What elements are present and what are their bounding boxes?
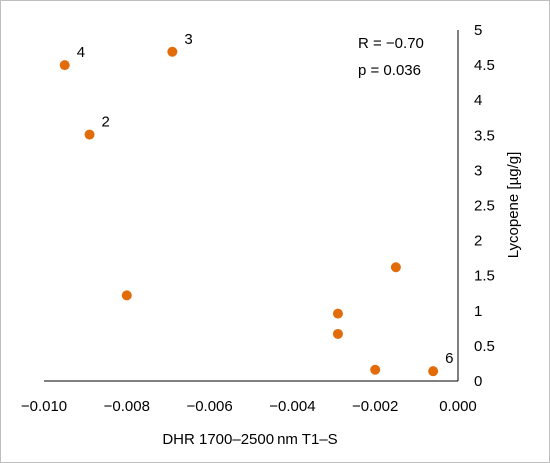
y-tick-labels: 0 0.5 1 1.5 2 2.5 3 3.5 4 4.5 5	[474, 22, 495, 390]
data-point	[332, 308, 343, 319]
y-tick-label: 5	[474, 22, 482, 39]
x-tick-label: −0.004	[269, 398, 315, 415]
statistics-annotations: R = −0.70 p = 0.036	[358, 35, 424, 79]
y-tick-label: 3.5	[474, 127, 495, 144]
x-tick-labels: −0.010 −0.008 −0.006 −0.004 −0.002 0.000	[21, 398, 477, 415]
y-tick-label: 0	[474, 373, 482, 390]
data-point	[121, 290, 132, 301]
x-axis-label: DHR 1700–2500 nm T1–S	[162, 431, 337, 448]
x-tick-label: −0.006	[186, 398, 232, 415]
data-point	[167, 46, 178, 57]
data-point	[59, 60, 70, 71]
y-tick-label: 1.5	[474, 268, 495, 285]
data-point	[332, 328, 343, 339]
data-points: 4 3 2 6	[59, 31, 454, 377]
point-label: 2	[102, 114, 110, 131]
point-label: 4	[77, 44, 85, 61]
point-label: 3	[184, 31, 192, 48]
data-point	[370, 364, 381, 375]
y-tick-label: 2.5	[474, 198, 495, 215]
p-value-annotation: p = 0.036	[358, 62, 421, 79]
x-tick-label: 0.000	[439, 398, 477, 415]
y-tick-label: 1	[474, 303, 482, 320]
y-tick-label: 0.5	[474, 338, 495, 355]
y-axis-label: Lycopene [µg/g]	[505, 152, 522, 259]
x-tick-label: −0.002	[352, 398, 398, 415]
x-tick-label: −0.010	[21, 398, 67, 415]
y-tick-label: 4.5	[474, 57, 495, 74]
axes	[44, 30, 459, 382]
data-point	[84, 129, 95, 140]
point-label: 6	[445, 350, 453, 367]
correlation-annotation: R = −0.70	[358, 35, 424, 52]
x-tick-label: −0.008	[104, 398, 150, 415]
y-tick-label: 3	[474, 162, 482, 179]
y-tick-label: 4	[474, 92, 482, 109]
y-tick-label: 2	[474, 233, 482, 250]
data-point	[428, 366, 439, 377]
data-point	[390, 262, 401, 273]
